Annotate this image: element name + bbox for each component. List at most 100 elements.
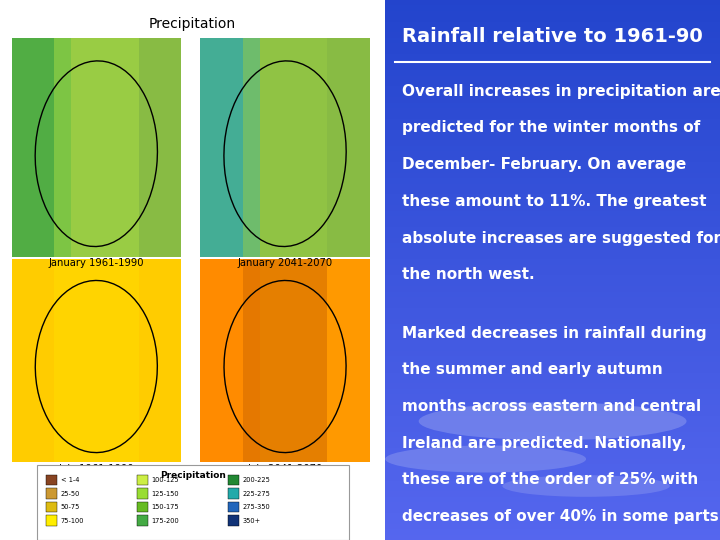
FancyBboxPatch shape [385, 443, 720, 448]
FancyBboxPatch shape [385, 400, 720, 405]
FancyBboxPatch shape [385, 189, 720, 194]
FancyBboxPatch shape [385, 481, 720, 486]
FancyBboxPatch shape [385, 313, 720, 319]
Text: 225-275: 225-275 [243, 490, 271, 497]
FancyBboxPatch shape [54, 259, 139, 462]
FancyBboxPatch shape [385, 367, 720, 373]
FancyBboxPatch shape [385, 194, 720, 200]
FancyBboxPatch shape [12, 38, 181, 256]
FancyBboxPatch shape [385, 486, 720, 491]
FancyBboxPatch shape [385, 211, 720, 216]
FancyBboxPatch shape [200, 38, 370, 256]
FancyBboxPatch shape [385, 302, 720, 308]
FancyBboxPatch shape [385, 151, 720, 157]
FancyBboxPatch shape [385, 513, 720, 518]
FancyBboxPatch shape [385, 38, 720, 43]
FancyBboxPatch shape [46, 475, 57, 485]
FancyBboxPatch shape [385, 184, 720, 189]
FancyBboxPatch shape [385, 475, 720, 481]
FancyBboxPatch shape [385, 394, 720, 400]
FancyBboxPatch shape [228, 515, 239, 526]
FancyBboxPatch shape [385, 346, 720, 351]
FancyBboxPatch shape [385, 243, 720, 248]
Text: < 1-4: < 1-4 [61, 477, 79, 483]
FancyBboxPatch shape [385, 113, 720, 119]
FancyBboxPatch shape [385, 319, 720, 324]
FancyBboxPatch shape [385, 405, 720, 410]
FancyBboxPatch shape [385, 162, 720, 167]
FancyBboxPatch shape [385, 254, 720, 259]
FancyBboxPatch shape [385, 86, 720, 92]
Text: these are of the order of 25% with: these are of the order of 25% with [402, 472, 698, 488]
Ellipse shape [419, 402, 687, 440]
FancyBboxPatch shape [385, 427, 720, 432]
FancyBboxPatch shape [385, 529, 720, 535]
FancyBboxPatch shape [385, 383, 720, 389]
FancyBboxPatch shape [385, 491, 720, 497]
FancyBboxPatch shape [385, 524, 720, 529]
FancyBboxPatch shape [385, 81, 720, 86]
FancyBboxPatch shape [385, 108, 720, 113]
Text: Rainfall relative to 1961-90: Rainfall relative to 1961-90 [402, 27, 703, 46]
FancyBboxPatch shape [385, 178, 720, 184]
FancyBboxPatch shape [385, 11, 720, 16]
FancyBboxPatch shape [385, 281, 720, 286]
FancyBboxPatch shape [385, 292, 720, 297]
Text: the north west.: the north west. [402, 267, 534, 282]
FancyBboxPatch shape [385, 167, 720, 173]
FancyBboxPatch shape [385, 146, 720, 151]
FancyBboxPatch shape [385, 410, 720, 416]
FancyBboxPatch shape [385, 259, 720, 265]
FancyBboxPatch shape [385, 421, 720, 427]
FancyBboxPatch shape [385, 221, 720, 227]
FancyBboxPatch shape [0, 0, 385, 540]
FancyBboxPatch shape [12, 38, 71, 256]
Text: absolute increases are suggested for: absolute increases are suggested for [402, 231, 720, 246]
FancyBboxPatch shape [385, 65, 720, 70]
FancyBboxPatch shape [385, 297, 720, 302]
FancyBboxPatch shape [385, 216, 720, 221]
FancyBboxPatch shape [385, 43, 720, 49]
FancyBboxPatch shape [385, 135, 720, 140]
Text: 125-150: 125-150 [152, 490, 179, 497]
FancyBboxPatch shape [385, 270, 720, 275]
FancyBboxPatch shape [228, 502, 239, 512]
Text: 350+: 350+ [243, 517, 261, 524]
FancyBboxPatch shape [385, 335, 720, 340]
FancyBboxPatch shape [385, 432, 720, 437]
FancyBboxPatch shape [385, 373, 720, 378]
FancyBboxPatch shape [385, 378, 720, 383]
FancyBboxPatch shape [385, 464, 720, 470]
FancyBboxPatch shape [200, 38, 260, 256]
FancyBboxPatch shape [385, 329, 720, 335]
FancyBboxPatch shape [385, 54, 720, 59]
FancyBboxPatch shape [12, 259, 71, 462]
FancyBboxPatch shape [385, 459, 720, 464]
FancyBboxPatch shape [385, 356, 720, 362]
FancyBboxPatch shape [385, 308, 720, 313]
FancyBboxPatch shape [137, 488, 148, 499]
Text: January 1961-1990: January 1961-1990 [48, 258, 144, 268]
FancyBboxPatch shape [385, 97, 720, 103]
FancyBboxPatch shape [385, 351, 720, 356]
Text: Precipitation: Precipitation [160, 471, 225, 481]
FancyBboxPatch shape [12, 259, 181, 462]
FancyBboxPatch shape [385, 454, 720, 459]
FancyBboxPatch shape [385, 389, 720, 394]
FancyBboxPatch shape [385, 248, 720, 254]
FancyBboxPatch shape [385, 508, 720, 513]
FancyBboxPatch shape [385, 0, 720, 5]
FancyBboxPatch shape [385, 16, 720, 22]
FancyBboxPatch shape [385, 416, 720, 421]
Text: months across eastern and central: months across eastern and central [402, 399, 701, 414]
FancyBboxPatch shape [243, 259, 328, 462]
FancyBboxPatch shape [385, 103, 720, 108]
FancyBboxPatch shape [385, 232, 720, 238]
Text: predicted for the winter months of: predicted for the winter months of [402, 120, 700, 136]
FancyBboxPatch shape [385, 49, 720, 54]
Text: 275-350: 275-350 [243, 504, 271, 510]
Text: July 2041-2070: July 2041-2070 [248, 464, 323, 475]
FancyBboxPatch shape [385, 502, 720, 508]
FancyBboxPatch shape [228, 475, 239, 485]
FancyBboxPatch shape [385, 5, 720, 11]
